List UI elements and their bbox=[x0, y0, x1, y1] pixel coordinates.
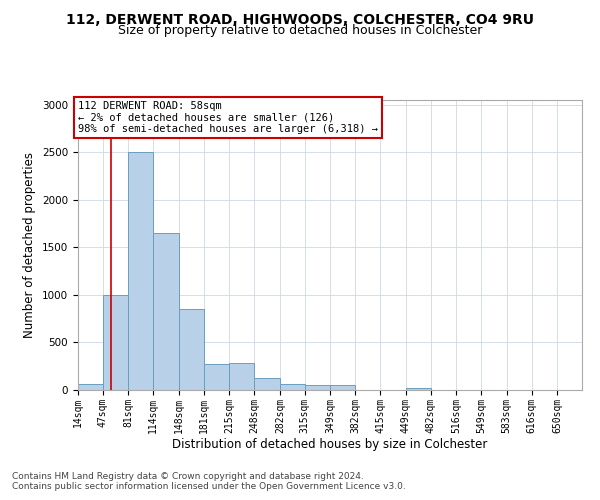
Bar bbox=[204, 364, 229, 390]
Bar bbox=[103, 295, 128, 390]
Text: 112, DERWENT ROAD, HIGHWOODS, COLCHESTER, CO4 9RU: 112, DERWENT ROAD, HIGHWOODS, COLCHESTER… bbox=[66, 12, 534, 26]
X-axis label: Distribution of detached houses by size in Colchester: Distribution of detached houses by size … bbox=[172, 438, 488, 452]
Text: Contains public sector information licensed under the Open Government Licence v3: Contains public sector information licen… bbox=[12, 482, 406, 491]
Text: 112 DERWENT ROAD: 58sqm
← 2% of detached houses are smaller (126)
98% of semi-de: 112 DERWENT ROAD: 58sqm ← 2% of detached… bbox=[78, 101, 378, 134]
Bar bbox=[254, 378, 280, 390]
Bar bbox=[305, 385, 331, 390]
Bar bbox=[154, 233, 179, 390]
Bar bbox=[179, 309, 204, 390]
Bar bbox=[128, 152, 154, 390]
Bar bbox=[78, 384, 103, 390]
Y-axis label: Number of detached properties: Number of detached properties bbox=[23, 152, 37, 338]
Bar bbox=[406, 388, 431, 390]
Text: Contains HM Land Registry data © Crown copyright and database right 2024.: Contains HM Land Registry data © Crown c… bbox=[12, 472, 364, 481]
Text: Size of property relative to detached houses in Colchester: Size of property relative to detached ho… bbox=[118, 24, 482, 37]
Bar bbox=[280, 384, 305, 390]
Bar bbox=[229, 364, 254, 390]
Bar bbox=[331, 385, 355, 390]
